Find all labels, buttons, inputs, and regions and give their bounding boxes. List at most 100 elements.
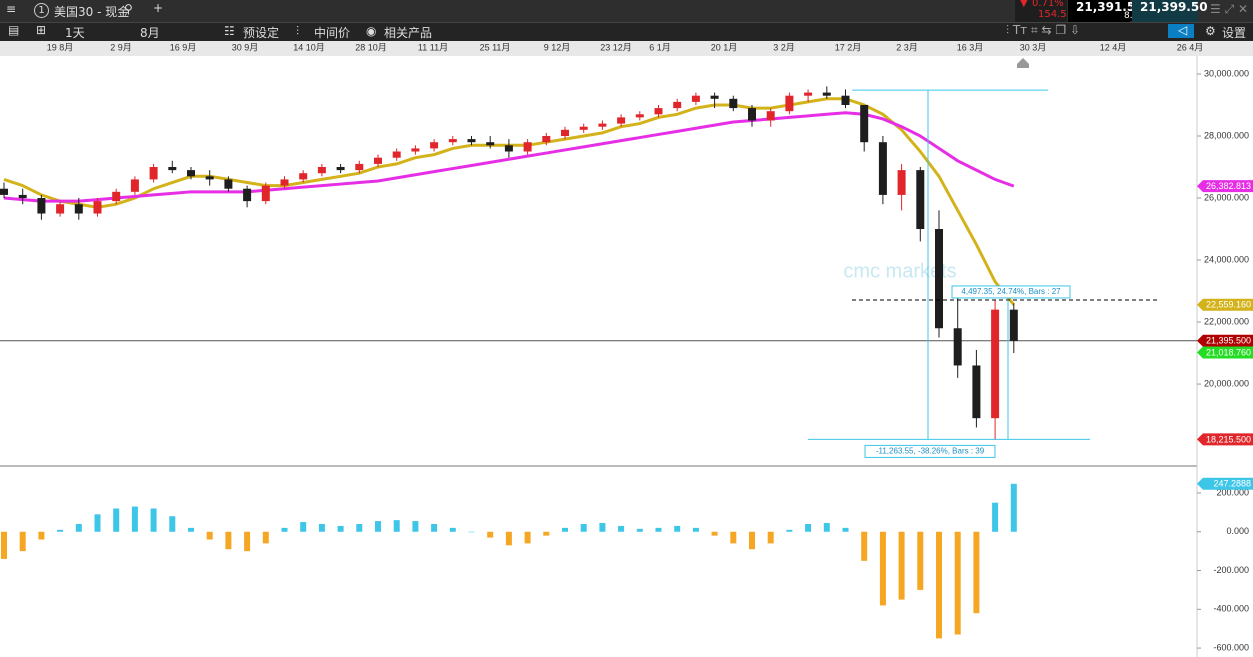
time-label: 2 3月 <box>896 42 918 52</box>
candle-body <box>205 176 214 180</box>
y-tick-label: 22,000.000 <box>1204 316 1249 326</box>
measure-box <box>864 444 996 458</box>
histogram-bar <box>954 531 961 635</box>
candle-body <box>822 92 831 96</box>
candle-body <box>542 136 551 143</box>
interval[interactable]: 1天 <box>65 26 85 40</box>
histogram-bar <box>393 520 400 532</box>
price-tag <box>1197 298 1253 311</box>
time-label: 28 10月 <box>355 42 387 52</box>
histogram-bar <box>318 524 325 532</box>
histogram-bar <box>524 531 531 544</box>
window-icons[interactable]: ☰ ⤢ ✕ <box>1210 2 1249 16</box>
candle-body <box>74 204 83 214</box>
grid-icon[interactable]: ⊞ <box>36 23 47 37</box>
buy-box[interactable] <box>1132 0 1198 22</box>
candle-body <box>804 92 813 96</box>
histogram-bar <box>580 524 587 532</box>
sell-box[interactable] <box>1068 0 1130 22</box>
histogram-bar <box>861 531 868 561</box>
histogram-bar <box>767 531 774 544</box>
histogram-bar <box>262 531 269 544</box>
candle-body <box>299 173 308 180</box>
buy-price[interactable]: 21,399.50 <box>1140 0 1208 14</box>
symbol[interactable]: 美国30 - 现金 <box>54 5 130 19</box>
menu-icon[interactable]: ≡ <box>6 2 17 16</box>
candle-body <box>448 139 457 143</box>
histogram-bar <box>244 531 251 552</box>
histogram-bar <box>505 531 512 546</box>
price-tag-label: 247.2888 <box>1213 479 1251 489</box>
settings[interactable]: 设置 <box>1222 26 1247 40</box>
presets-icon[interactable]: ☷ <box>224 24 235 38</box>
time-label: 2 9月 <box>110 42 132 52</box>
histogram-bar <box>449 527 456 532</box>
y-tick-label: -400.000 <box>1213 604 1249 614</box>
chart-tools[interactable]: ⫶ Tт ⌗ ⇆ ❐ ⇩ <box>1006 23 1081 37</box>
range[interactable]: 8月 <box>140 26 160 40</box>
histogram-bar <box>655 527 662 532</box>
candle-body <box>392 151 401 158</box>
candle-body <box>972 365 981 419</box>
price-tag-label: 21,018.760 <box>1206 347 1251 357</box>
candle-body <box>18 194 27 199</box>
histogram-bar <box>169 516 176 532</box>
time-label: 19 8月 <box>47 42 74 52</box>
active-tool-icon[interactable]: ◁ <box>1178 23 1188 37</box>
price-mode-icon[interactable]: ⫶ <box>296 24 300 38</box>
time-label: 14 10月 <box>293 42 325 52</box>
time-label: 23 12月 <box>600 42 632 52</box>
candle-body <box>261 185 270 202</box>
measure-label: -11,263.55, -38.26%, Bars : 39 <box>876 447 985 456</box>
histogram-bar <box>188 527 194 532</box>
candle-body <box>860 104 869 143</box>
histogram-bar <box>375 521 381 532</box>
candle-body <box>617 117 626 124</box>
candle-body <box>729 98 738 109</box>
candle-body <box>991 309 1000 419</box>
candle-body <box>691 95 700 102</box>
candle-body <box>935 229 943 329</box>
candle-body <box>56 204 65 214</box>
histogram-bar <box>113 508 120 532</box>
candle-body <box>523 142 532 152</box>
histogram-bar <box>898 531 905 600</box>
histogram-bar <box>281 527 288 532</box>
change-pct: 0.71% <box>1032 0 1064 9</box>
candle-body <box>635 114 644 118</box>
price-tag-label: 26,382.813 <box>1206 181 1251 191</box>
settings-icon[interactable]: ⚙ <box>1205 24 1216 38</box>
histogram-bar <box>131 506 138 532</box>
y-tick-label: 26,000.000 <box>1204 192 1249 202</box>
ma-line <box>3 111 1015 203</box>
candle-body <box>897 170 906 195</box>
candle-body <box>748 108 756 121</box>
candle-body <box>467 139 476 143</box>
y-tick-label: 200.000 <box>1216 487 1249 497</box>
tool-bar: ▤ ⊞ 1天 8月 ☷ 预设定 ⫶ 中间价 ◉ 相关产品 ⫶ Tт ⌗ ⇆ ❐ … <box>0 22 1253 41</box>
histogram-bar <box>823 523 830 532</box>
sell-price[interactable]: 21,391.50 <box>1076 0 1144 14</box>
price-mode[interactable]: 中间价 <box>314 26 351 40</box>
search-icon[interactable]: ⚲ <box>124 2 133 16</box>
price-tag <box>1197 433 1253 446</box>
time-label: 20 1月 <box>711 42 738 52</box>
related[interactable]: 相关产品 <box>384 26 433 40</box>
change-arrow: ▼ <box>1020 0 1028 9</box>
price-tag-label: 18,215.500 <box>1206 434 1251 444</box>
candle-body <box>280 179 289 186</box>
add-tab[interactable]: + <box>153 1 164 15</box>
presets[interactable]: 预设定 <box>243 26 280 40</box>
price-tag-label: 22,559.160 <box>1206 300 1251 310</box>
candle-body <box>430 142 439 149</box>
layout-icon[interactable]: ▤ <box>8 23 20 37</box>
candle-body <box>37 198 46 214</box>
candle-body <box>317 167 326 174</box>
related-icon[interactable]: ◉ <box>366 24 377 38</box>
y-tick-label: 24,000.000 <box>1204 254 1249 264</box>
active-tool[interactable] <box>1168 24 1194 38</box>
candle-body <box>224 179 233 189</box>
candle-body <box>561 129 569 137</box>
time-label: 30 9月 <box>232 42 259 52</box>
